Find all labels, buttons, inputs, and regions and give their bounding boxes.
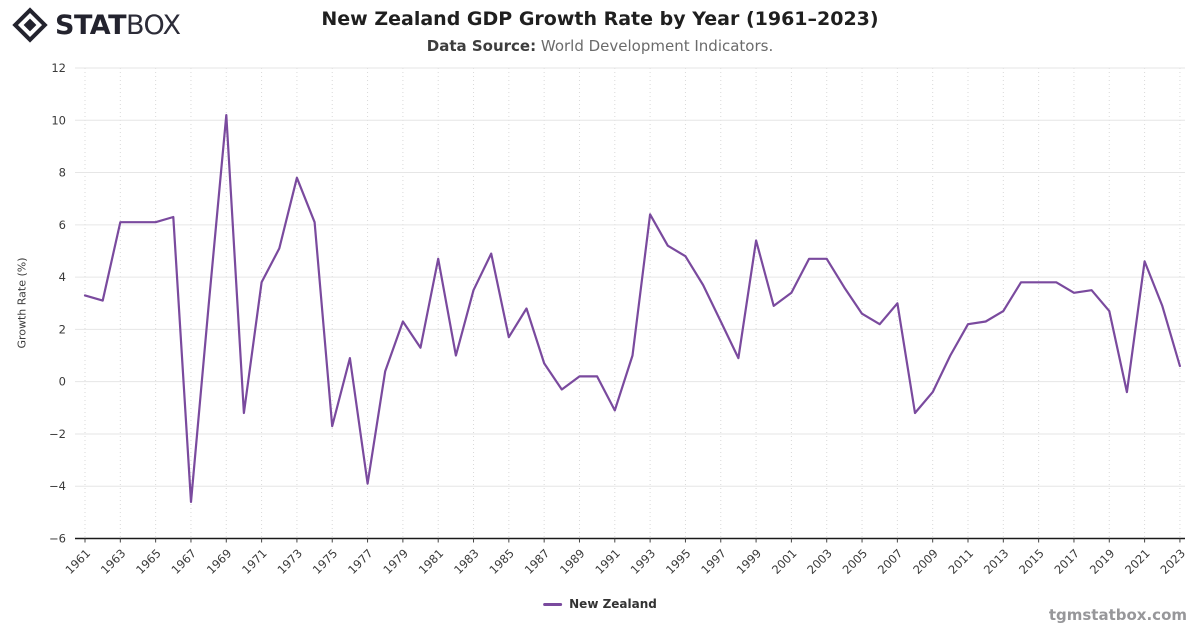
- x-tick-label: 1985: [486, 546, 517, 577]
- y-tick-label: 6: [59, 218, 66, 232]
- x-tick-label: 1983: [451, 546, 482, 577]
- x-tick-label: 2019: [1087, 546, 1118, 577]
- y-tick-label: 0: [59, 375, 66, 389]
- y-tick-label: 4: [59, 270, 66, 284]
- x-tick-label: 2003: [804, 546, 835, 577]
- logo-text-stat: STAT: [55, 9, 126, 41]
- y-tick-label: 2: [59, 322, 66, 336]
- x-tick-label: 1961: [63, 546, 94, 577]
- x-tick-label: 2007: [875, 546, 906, 577]
- x-tick-label: 1997: [698, 546, 729, 577]
- x-tick-label: 1991: [592, 546, 623, 577]
- x-tick-label: 1969: [204, 546, 235, 577]
- x-tick-label: 2005: [840, 546, 871, 577]
- x-tick-label: 2011: [946, 546, 977, 577]
- y-tick-label: −6: [49, 532, 66, 546]
- watermark: tgmstatbox.com: [1048, 606, 1187, 624]
- x-tick-label: 2009: [910, 546, 941, 577]
- x-tick-label: 2001: [769, 546, 800, 577]
- x-tick-label: 2015: [1016, 546, 1047, 577]
- y-tick-label: 10: [51, 113, 66, 127]
- x-tick-label: 1999: [734, 546, 765, 577]
- y-tick-label: 8: [59, 166, 66, 180]
- x-tick-label: 1977: [345, 546, 376, 577]
- x-tick-label: 1993: [628, 546, 659, 577]
- x-tick-label: 1987: [522, 546, 553, 577]
- y-tick-label: −2: [49, 427, 66, 441]
- x-tick-label: 1979: [380, 546, 411, 577]
- logo-wordmark: STATBOX: [55, 12, 181, 39]
- x-tick-label: 2023: [1157, 546, 1188, 577]
- logo-text-box: BOX: [125, 9, 181, 41]
- x-tick-label: 1973: [274, 546, 305, 577]
- x-tick-label: 1981: [416, 546, 447, 577]
- x-tick-label: 1971: [239, 546, 270, 577]
- x-tick-label: 1989: [557, 546, 588, 577]
- x-tick-label: 1965: [133, 546, 164, 577]
- statbox-logo: STATBOX: [12, 7, 181, 43]
- legend-series-label: New Zealand: [569, 597, 657, 611]
- x-tick-label: 1963: [98, 546, 129, 577]
- x-tick-label: 1995: [663, 546, 694, 577]
- y-tick-label: 12: [51, 61, 66, 75]
- x-tick-label: 1975: [310, 546, 341, 577]
- y-tick-label: −4: [49, 479, 66, 493]
- x-tick-label: 2021: [1122, 546, 1153, 577]
- x-tick-label: 2017: [1051, 546, 1082, 577]
- new-zealand-series-line: [83, 113, 1182, 503]
- x-tick-label: 2013: [981, 546, 1012, 577]
- legend-line-swatch: [543, 602, 563, 606]
- legend: New Zealand: [543, 597, 657, 611]
- x-tick-label: 1967: [168, 546, 199, 577]
